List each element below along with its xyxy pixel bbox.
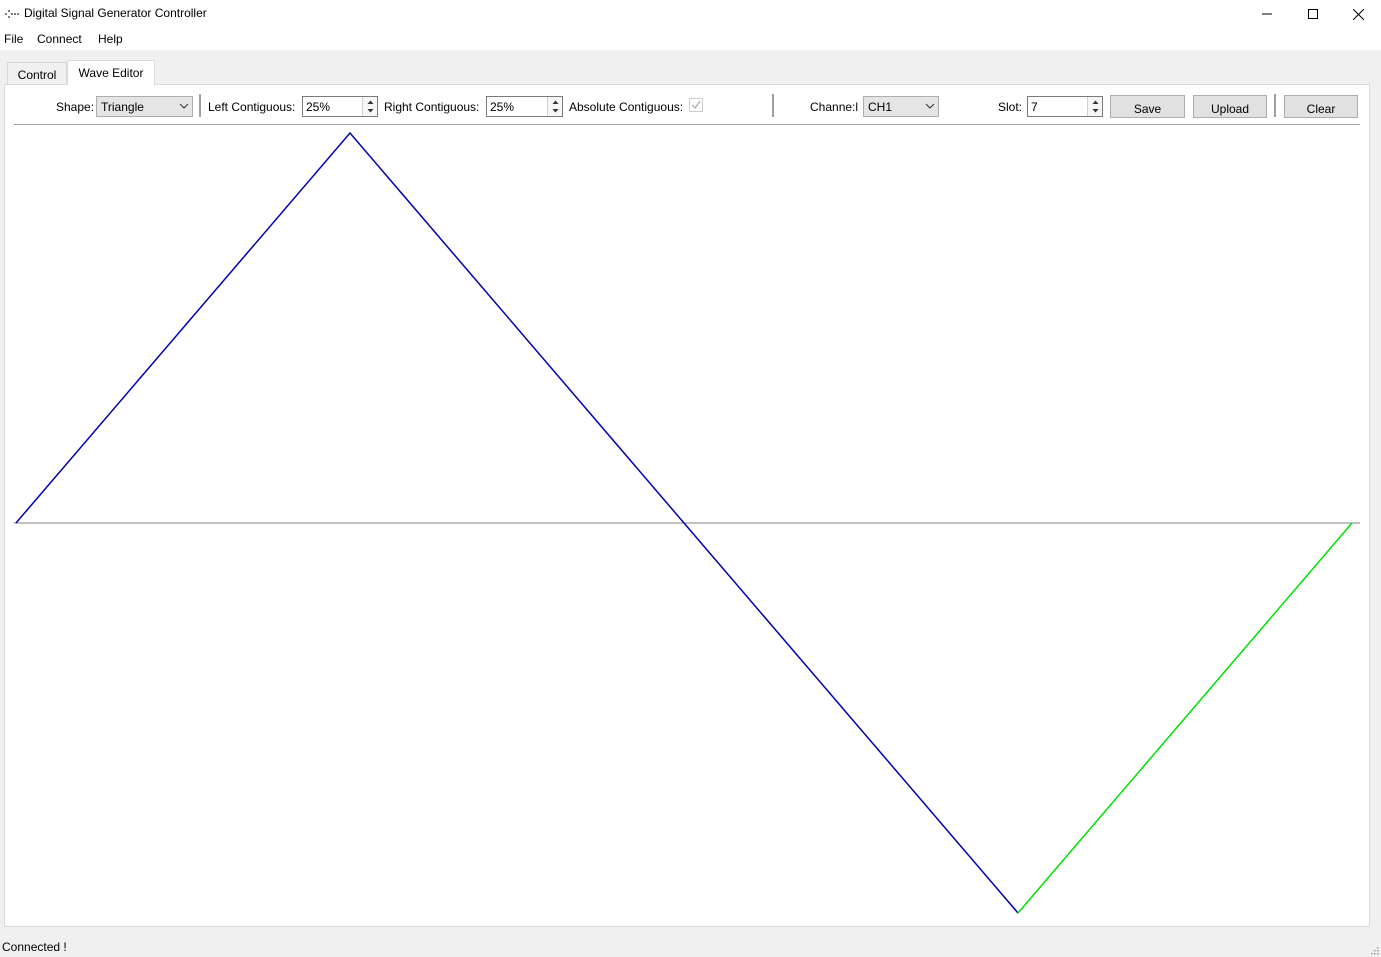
waveform-highlight-segment[interactable] — [1017, 522, 1353, 914]
left-contiguous-spinbox[interactable]: 25% — [302, 96, 378, 117]
toolbar-divider — [14, 124, 1360, 125]
chevron-down-icon — [179, 103, 189, 109]
absolute-contiguous-label: Absolute Contiguous: — [569, 100, 684, 114]
checkmark-icon — [691, 100, 701, 109]
save-button[interactable]: Save — [1110, 95, 1185, 118]
channel-select[interactable]: CH1 — [863, 96, 939, 117]
spin-down-icon[interactable] — [552, 109, 559, 113]
right-contiguous-value: 25% — [490, 100, 515, 114]
shape-value: Triangle — [101, 100, 144, 114]
toolbar-separator — [1274, 94, 1276, 117]
tab-control[interactable]: Control — [7, 62, 67, 84]
slot-spinbox[interactable]: 7 — [1027, 96, 1103, 117]
close-button[interactable] — [1335, 0, 1381, 28]
status-text: Connected ! — [2, 940, 67, 954]
spin-arrows[interactable] — [547, 97, 562, 116]
slot-label: Slot: — [998, 100, 1023, 114]
wave-editor-panel — [4, 84, 1370, 927]
left-contiguous-value: 25% — [306, 100, 331, 114]
menu-connect[interactable]: Connect — [37, 32, 82, 46]
resize-grip-icon[interactable] — [1369, 945, 1379, 955]
spin-up-icon[interactable] — [552, 100, 559, 105]
slot-value: 7 — [1031, 100, 1038, 114]
menu-bar: File Connect Help — [0, 28, 1381, 50]
app-icon — [5, 10, 19, 18]
chevron-down-icon — [925, 103, 935, 109]
left-contiguous-label: Left Contiguous: — [208, 100, 296, 114]
right-contiguous-spinbox[interactable]: 25% — [486, 96, 563, 117]
spin-arrows[interactable] — [362, 97, 377, 116]
toolbar-separator — [199, 94, 201, 117]
menu-file[interactable]: File — [4, 32, 24, 46]
spin-up-icon[interactable] — [1092, 100, 1099, 105]
right-contiguous-label: Right Contiguous: — [384, 100, 480, 114]
title-bar: Digital Signal Generator Controller — [0, 0, 1381, 28]
toolbar-separator — [772, 94, 774, 117]
spin-up-icon[interactable] — [367, 100, 374, 105]
tab-wave-editor[interactable]: Wave Editor — [67, 60, 155, 85]
minimize-button[interactable] — [1244, 0, 1290, 28]
maximize-icon — [1308, 9, 1318, 19]
maximize-button[interactable] — [1290, 0, 1336, 28]
close-icon — [1352, 8, 1364, 20]
channel-value: CH1 — [868, 100, 893, 114]
shape-label: Shape: — [56, 100, 95, 114]
upload-button[interactable]: Upload — [1193, 95, 1267, 118]
clear-button[interactable]: Clear — [1284, 95, 1358, 118]
menu-help[interactable]: Help — [98, 32, 123, 46]
absolute-contiguous-checkbox[interactable] — [689, 98, 703, 112]
shape-select[interactable]: Triangle — [96, 96, 193, 117]
window-title: Digital Signal Generator Controller — [24, 6, 207, 20]
status-bar: Connected ! — [0, 938, 1381, 957]
spin-down-icon[interactable] — [1092, 109, 1099, 113]
waveform-line[interactable] — [15, 131, 1019, 914]
channel-label: Channe:l — [810, 100, 859, 114]
spin-arrows[interactable] — [1087, 97, 1102, 116]
minimize-icon — [1262, 13, 1272, 15]
spin-down-icon[interactable] — [367, 109, 374, 113]
